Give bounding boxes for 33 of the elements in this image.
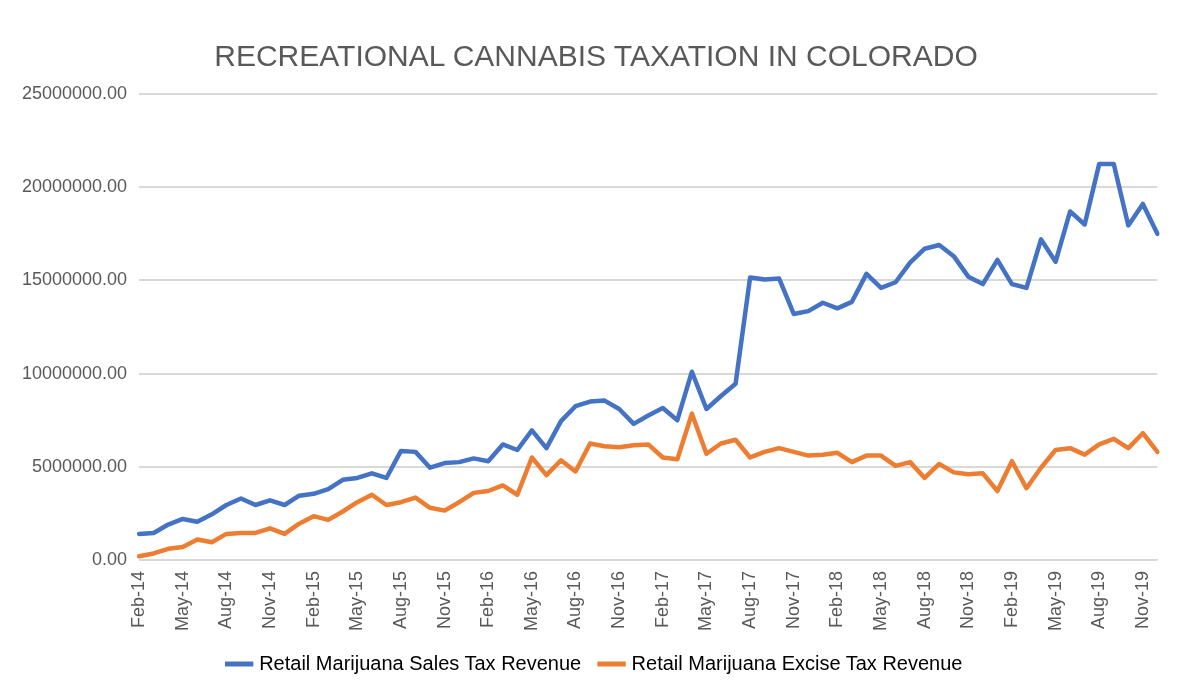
x-tick-label: May-18 (869, 570, 890, 632)
y-tick-label: 0.00 (92, 548, 128, 569)
y-tick-label: 15000000.00 (22, 269, 128, 290)
x-tick-label: May-17 (695, 570, 716, 632)
x-tick-label: Feb-17 (651, 570, 672, 629)
x-tick-label: Aug-14 (215, 570, 236, 630)
x-tick-label: Feb-14 (128, 570, 149, 629)
x-tick-label: May-19 (1044, 570, 1065, 632)
chart-title: RECREATIONAL CANNABIS TAXATION IN COLORADO (214, 39, 978, 73)
x-tick-label: Nov-17 (782, 570, 803, 630)
x-tick-label: Aug-15 (389, 570, 410, 630)
x-tick-label: Feb-19 (1000, 570, 1021, 629)
x-tick-label: May-16 (520, 570, 541, 632)
x-tick-label: Nov-19 (1131, 570, 1152, 630)
x-tick-label: Aug-16 (564, 570, 585, 630)
x-tick-label: Nov-16 (608, 570, 629, 630)
x-tick-label: Feb-18 (826, 570, 847, 629)
x-tick-label: May-15 (346, 570, 367, 632)
x-tick-label: Aug-19 (1088, 570, 1109, 630)
x-tick-label: Nov-15 (433, 570, 454, 630)
y-tick-label: 5000000.00 (32, 455, 128, 476)
legend-label: Retail Marijuana Excise Tax Revenue (631, 651, 963, 674)
x-tick-label: Nov-18 (957, 570, 978, 630)
y-tick-label: 20000000.00 (22, 176, 128, 197)
x-tick-label: Feb-15 (302, 570, 323, 629)
y-tick-label: 25000000.00 (22, 82, 128, 103)
x-tick-label: Nov-14 (259, 570, 279, 630)
x-tick-label: Aug-18 (913, 570, 934, 630)
legend-label: Retail Marijuana Sales Tax Revenue (259, 651, 582, 674)
x-tick-label: May-14 (171, 570, 192, 632)
x-tick-label: Feb-16 (477, 570, 498, 629)
x-tick-label: Aug-17 (739, 570, 760, 630)
y-tick-label: 10000000.00 (22, 362, 128, 383)
